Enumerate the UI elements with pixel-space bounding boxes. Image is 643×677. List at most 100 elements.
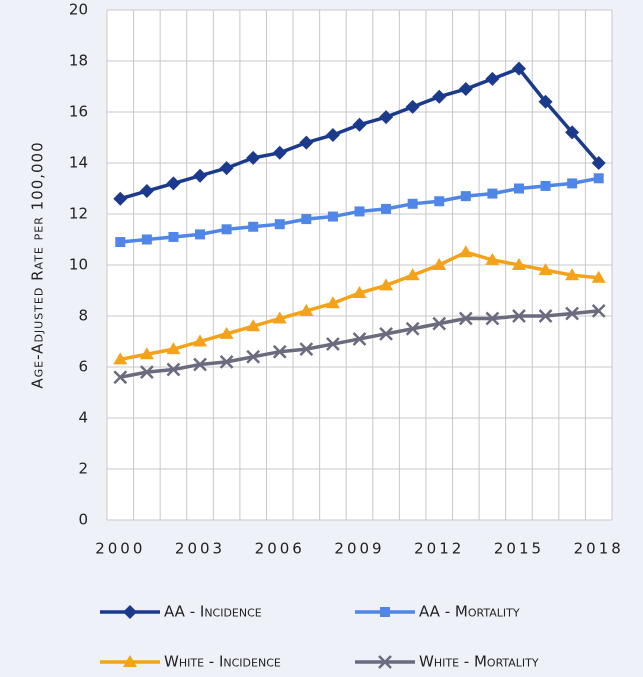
marker (512, 309, 526, 323)
legend-item: White - Incidence (100, 653, 281, 671)
y-tick-label: 12 (69, 205, 88, 223)
marker (432, 316, 447, 331)
marker (378, 655, 392, 669)
marker (193, 168, 208, 183)
marker (540, 180, 551, 191)
marker (325, 296, 340, 309)
x-tick-label: 2015 (494, 540, 544, 558)
marker (352, 332, 367, 346)
y-tick-label: 4 (78, 409, 88, 427)
marker (565, 268, 580, 281)
marker (195, 229, 206, 240)
marker (432, 89, 447, 104)
marker (379, 278, 394, 291)
y-axis-label: Age-Adjusted Rate per 100,000 (29, 141, 47, 388)
legend-label: AA - Mortality (419, 603, 520, 621)
marker (123, 605, 137, 619)
y-tick-label: 14 (69, 154, 88, 172)
marker (274, 219, 285, 230)
marker (327, 211, 338, 222)
marker (565, 125, 580, 140)
marker (272, 311, 287, 324)
marker (405, 99, 420, 114)
marker (354, 206, 365, 217)
legend-label: White - Incidence (164, 653, 281, 671)
marker (485, 71, 500, 86)
marker (458, 245, 473, 258)
marker (272, 344, 287, 359)
marker (405, 321, 420, 336)
marker (325, 127, 340, 142)
marker (434, 196, 445, 207)
y-tick-label: 8 (78, 307, 88, 325)
marker (593, 173, 604, 184)
marker (485, 252, 500, 265)
marker (166, 342, 181, 355)
legend-item: White - Mortality (355, 653, 539, 671)
marker (591, 270, 606, 283)
marker (538, 94, 553, 109)
legend-item: AA - Mortality (355, 603, 520, 621)
marker (380, 607, 390, 617)
marker (166, 176, 181, 191)
marker (221, 224, 232, 235)
marker (379, 110, 394, 125)
y-tick-label: 0 (78, 511, 88, 529)
marker (246, 319, 261, 332)
legend-item: AA - Incidence (100, 603, 262, 621)
marker (219, 355, 234, 369)
marker (113, 191, 128, 206)
marker (538, 309, 553, 323)
marker (381, 203, 392, 214)
marker (168, 231, 179, 242)
x-tick-label: 2000 (95, 540, 145, 558)
marker (487, 188, 498, 199)
x-tick-label: 2018 (574, 540, 624, 558)
marker (219, 161, 234, 176)
y-tick-label: 6 (78, 358, 88, 376)
marker (513, 183, 524, 194)
y-tick-label: 16 (69, 103, 88, 121)
marker (139, 365, 154, 379)
x-tick-label: 2012 (414, 540, 464, 558)
marker (299, 342, 314, 357)
marker (352, 117, 367, 132)
marker (246, 349, 261, 364)
marker (460, 191, 471, 202)
marker (123, 655, 137, 667)
y-tick-label: 20 (69, 1, 88, 19)
marker (246, 150, 261, 165)
marker (113, 370, 128, 385)
marker (567, 178, 578, 189)
marker (299, 303, 314, 316)
marker (139, 184, 154, 199)
marker (511, 258, 526, 270)
marker (326, 337, 340, 351)
marker (405, 268, 420, 281)
y-tick-label: 10 (69, 256, 88, 274)
marker (485, 311, 500, 326)
marker (301, 214, 312, 225)
marker (591, 156, 606, 170)
x-tick-label: 2003 (175, 540, 225, 558)
marker (115, 237, 126, 248)
y-tick-label: 2 (78, 460, 88, 478)
marker (219, 326, 234, 339)
marker (141, 234, 152, 245)
marker (193, 334, 208, 347)
marker (458, 311, 473, 326)
marker (511, 61, 526, 76)
marker (166, 362, 181, 377)
marker (139, 347, 154, 360)
marker (248, 221, 259, 232)
y-tick-label: 18 (69, 52, 88, 70)
marker (352, 286, 367, 299)
marker (591, 304, 606, 318)
marker (193, 357, 207, 372)
legend-label: White - Mortality (419, 653, 539, 671)
x-tick-label: 2006 (255, 540, 305, 558)
marker (432, 258, 447, 270)
marker (113, 352, 128, 365)
marker (458, 82, 473, 97)
